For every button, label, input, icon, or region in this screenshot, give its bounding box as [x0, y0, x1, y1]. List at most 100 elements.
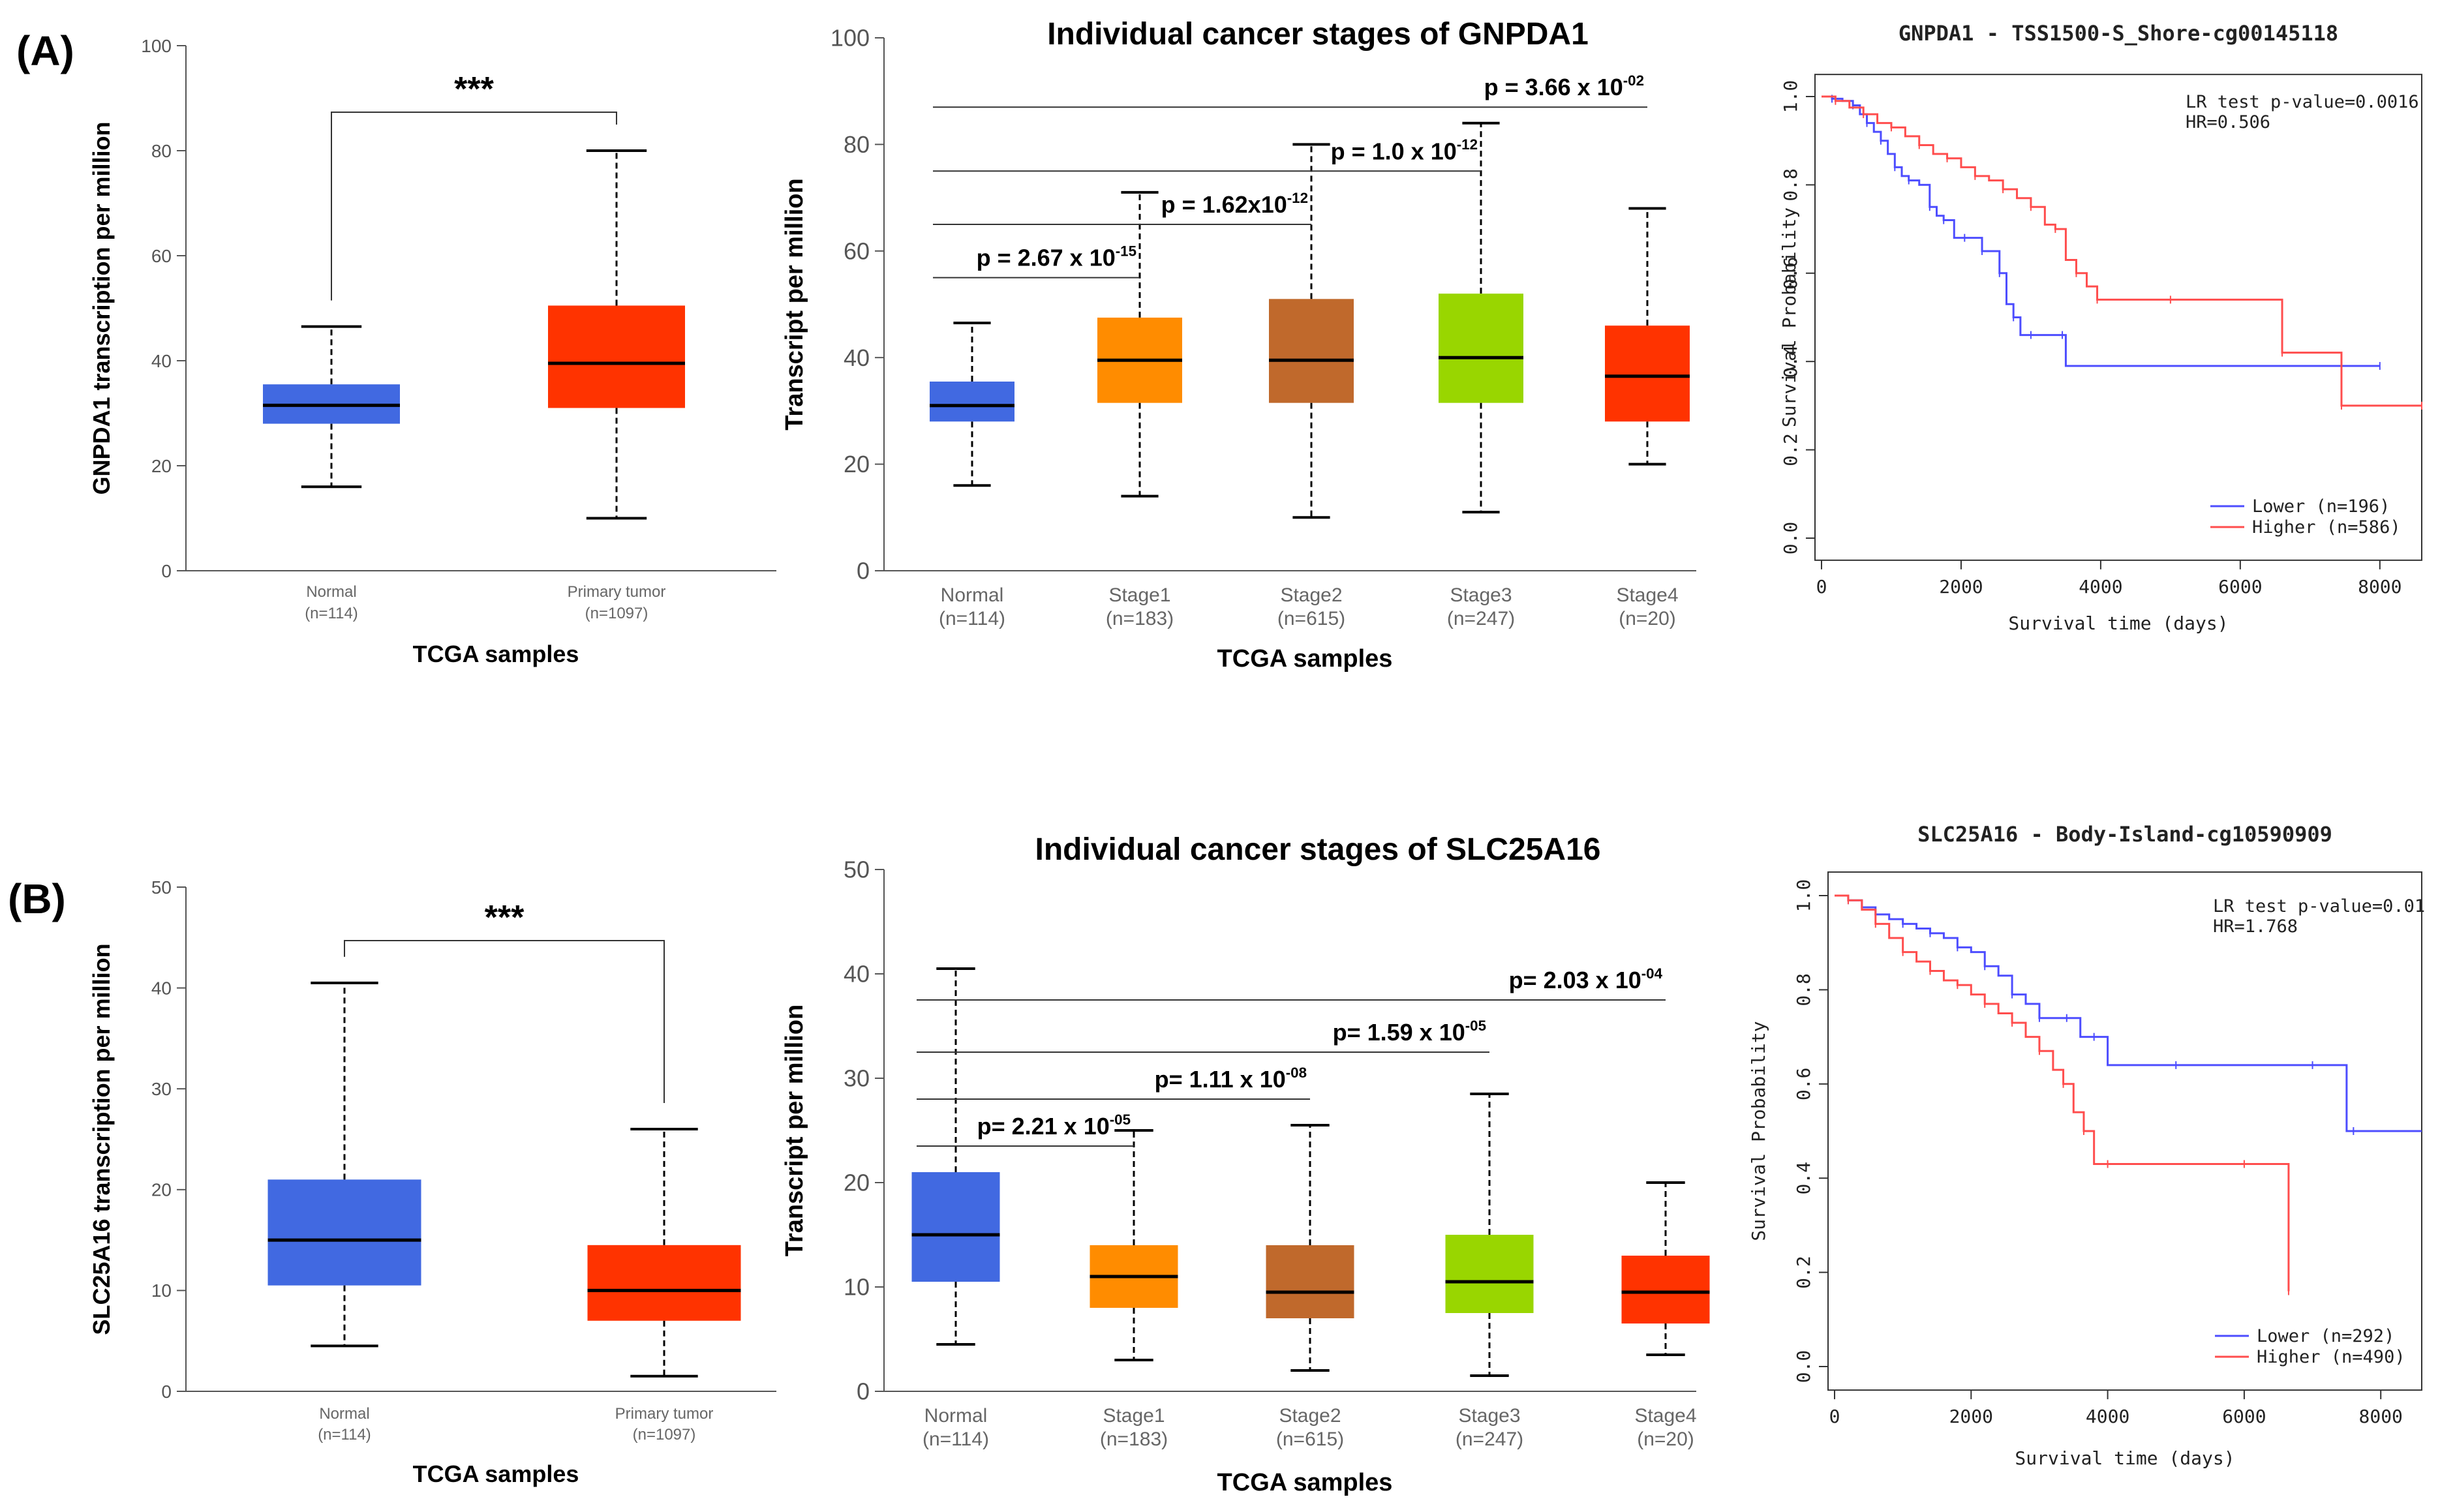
x-tick-label: 6000 [2222, 1406, 2266, 1427]
p-value-label: p= 1.59 x 10-05 [1333, 1018, 1486, 1046]
p-value-exponent: -02 [1623, 72, 1644, 89]
plot-frame [1814, 74, 2422, 561]
p-value-base: p= 1.59 x 10 [1333, 1019, 1465, 1046]
category-label: Normal [319, 1405, 369, 1423]
y-tick-label: 60 [844, 237, 870, 264]
x-axis-label: Survival time (days) [2015, 1447, 2234, 1469]
box-stage4 [1605, 325, 1690, 422]
y-tick-label: 20 [151, 456, 172, 476]
box-primary-tumor [548, 305, 685, 408]
category-label: Normal [941, 584, 1004, 606]
p-value-exponent: -15 [1116, 243, 1136, 260]
category-count: (n=183) [1106, 608, 1174, 629]
p-value-base: p = 3.66 x 10 [1484, 74, 1623, 100]
y-tick-label: 80 [151, 141, 172, 161]
category-count: (n=1097) [585, 605, 648, 622]
category-count: (n=247) [1456, 1429, 1523, 1450]
category-label: Normal [306, 583, 356, 601]
y-tick-label: 0 [161, 1382, 172, 1402]
hazard-ratio-annotation: HR=1.768 [2213, 916, 2298, 937]
p-value-annotation: LR test p-value=0.01 [2213, 896, 2425, 916]
x-tick-label: 4000 [2079, 576, 2122, 597]
legend-label: Higher (n=586) [2252, 517, 2401, 537]
y-axis-label: Survival Probability [1748, 1021, 1769, 1241]
x-tick-label: 0 [1829, 1406, 1840, 1427]
survival-plot-slc25a16: SLC25A16 - Body-Island-cg10590909 0 2000 40… [1748, 822, 2425, 1469]
y-tick-label: 0.2 [1780, 433, 1801, 466]
x-axis-label: TCGA samples [1217, 1469, 1393, 1496]
box-normal [930, 381, 1014, 422]
p-value-label: p = 1.62x10-12 [1161, 190, 1308, 218]
chart-title: Individual cancer stages of SLC25A16 [1035, 832, 1601, 867]
x-axis-label: TCGA samples [1217, 645, 1393, 673]
box-normal [911, 1172, 1000, 1282]
y-tick-label: 30 [844, 1065, 870, 1092]
box-primary-tumor [587, 1245, 741, 1321]
p-value-base: p= 2.21 x 10 [977, 1113, 1110, 1140]
x-tick-label: 8000 [2358, 1406, 2402, 1427]
x-tick-label: 2000 [1949, 1406, 1993, 1427]
x-tick-label: 2000 [1939, 576, 1983, 597]
category-label: Normal [924, 1405, 988, 1427]
category-count: (n=247) [1447, 608, 1515, 629]
box-plot-gnpda1-cancer-stages: Individual cancer stages of GNPDA1 0 20 40 6… [781, 17, 1696, 673]
x-axis-label: Survival time (days) [2008, 612, 2228, 634]
p-value-base: p = 2.67 x 10 [977, 245, 1116, 271]
category-label: Stage4 [1634, 1405, 1696, 1427]
significance-bracket [331, 112, 617, 301]
p-value-base: p= 1.11 x 10 [1155, 1066, 1286, 1093]
y-tick-label: 0.4 [1793, 1162, 1814, 1195]
y-tick-label: 0.4 [1780, 345, 1801, 378]
y-tick-label: 40 [151, 351, 172, 371]
x-axis-label: TCGA samples [413, 1460, 579, 1487]
category-label: Stage3 [1458, 1405, 1520, 1427]
p-value-annotation: LR test p-value=0.0016 [2186, 92, 2419, 112]
y-tick-label: 60 [151, 246, 172, 266]
p-value-label: p= 2.03 x 10-04 [1509, 965, 1663, 993]
y-tick-label: 30 [151, 1079, 172, 1099]
y-tick-label: 40 [844, 961, 870, 988]
y-tick-label: 10 [151, 1280, 172, 1301]
category-label: Primary tumor [615, 1405, 714, 1423]
category-count: (n=114) [305, 605, 358, 622]
category-label: Primary tumor [568, 583, 666, 601]
category-label: Stage2 [1279, 1405, 1341, 1427]
y-tick-label: 10 [844, 1274, 870, 1301]
legend-label: Lower (n=292) [2257, 1326, 2394, 1346]
y-axis-label: Transcript per million [781, 1005, 808, 1256]
y-axis-label: Survival Probability [1778, 207, 1800, 427]
category-count: (n=615) [1277, 608, 1345, 629]
category-count: (n=183) [1100, 1429, 1168, 1450]
y-tick-label: 100 [831, 25, 870, 52]
x-tick-label: 8000 [2358, 576, 2402, 597]
p-value-label: p = 1.0 x 10-12 [1331, 136, 1478, 164]
chart-title: GNPDA1 - TSS1500-S_Shore-cg00145118 [1899, 21, 2338, 46]
y-tick-label: 50 [151, 877, 172, 898]
category-label: Stage4 [1616, 584, 1678, 606]
p-value-label: p = 3.66 x 10-02 [1484, 72, 1644, 100]
x-tick-label: 0 [1816, 576, 1827, 597]
y-tick-label: 50 [844, 856, 870, 883]
p-value-exponent: -12 [1457, 136, 1478, 153]
y-axis-label: SLC25A16 transcription per million [88, 943, 115, 1335]
category-count: (n=114) [923, 1429, 989, 1450]
p-value-label: p= 1.11 x 10-08 [1155, 1065, 1307, 1093]
p-value-label: p= 2.21 x 10-05 [977, 1111, 1131, 1140]
significance-stars: *** [485, 899, 525, 937]
box-stage2 [1266, 1245, 1354, 1318]
y-tick-label: 40 [151, 978, 172, 998]
y-tick-label: 20 [844, 1170, 870, 1196]
y-tick-label: 1.0 [1793, 879, 1814, 913]
category-label: Stage2 [1280, 584, 1342, 606]
panel-label-b: (B) [8, 875, 66, 922]
p-value-base: p = 1.0 x 10 [1331, 138, 1457, 164]
x-axis-label: TCGA samples [413, 641, 579, 667]
category-count: (n=615) [1276, 1429, 1344, 1450]
category-label: Stage1 [1103, 1405, 1165, 1427]
y-tick-label: 0.8 [1793, 973, 1814, 1006]
box-stage3 [1445, 1235, 1534, 1313]
category-count: (n=1097) [633, 1426, 696, 1444]
p-value-exponent: -05 [1110, 1111, 1131, 1128]
survival-plot-gnpda1: GNPDA1 - TSS1500-S_Shore-cg00145118 0 2000… [1778, 21, 2422, 634]
